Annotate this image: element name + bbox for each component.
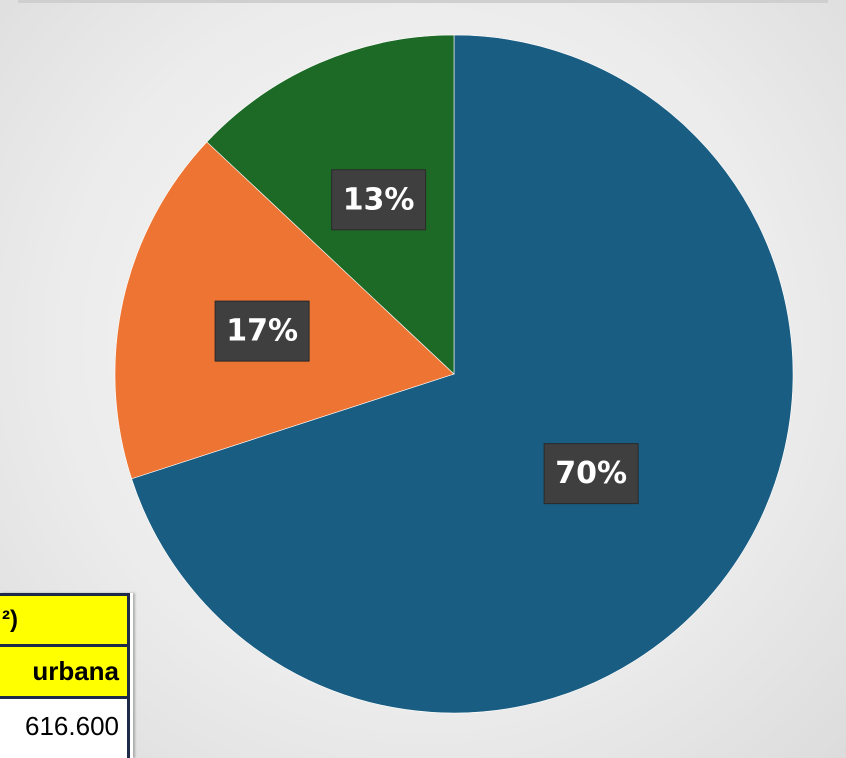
data-label-box <box>331 169 427 231</box>
pie-data-label-2: 17% <box>214 300 310 362</box>
table-fragment: ²) urbana 616.600 <box>0 593 133 758</box>
data-label-box <box>543 443 639 505</box>
table-subheader-cell: urbana <box>0 644 130 696</box>
pie-slice-1 <box>131 34 794 714</box>
data-label-text: 17% <box>226 314 298 349</box>
pie-data-label-1: 70% <box>543 443 639 505</box>
pie-slice-3 <box>206 34 455 375</box>
pie-data-label-3: 13% <box>331 169 427 231</box>
data-label-text: 70% <box>555 456 627 491</box>
table-value-cell: 616.600 <box>0 696 130 758</box>
pie-data-labels: 70% 17% 13% <box>214 169 639 505</box>
data-label-box <box>214 300 310 362</box>
table-header-cell: ²) <box>0 593 130 644</box>
chart-top-border <box>18 0 828 3</box>
data-label-text: 13% <box>343 182 415 217</box>
pie-slices <box>114 34 794 714</box>
